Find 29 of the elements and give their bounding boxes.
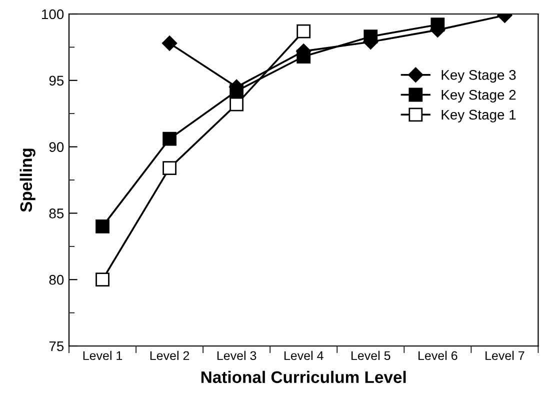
x-tick-label: Level 4 <box>284 350 324 360</box>
legend-label: Key Stage 1 <box>442 110 516 122</box>
point <box>162 161 176 175</box>
point <box>296 50 311 64</box>
y-tick-label: 90 <box>49 142 64 152</box>
point <box>430 18 445 32</box>
x-tick-label: Level 6 <box>418 350 458 360</box>
point <box>296 24 311 38</box>
x-tick-label: Level 1 <box>83 350 122 360</box>
point <box>162 132 176 146</box>
y-axis-title: Spelling <box>20 148 36 212</box>
point <box>364 30 378 44</box>
y-tick-label: 80 <box>49 274 64 285</box>
y-tick-label: 100 <box>42 9 64 20</box>
y-tick-label: 75 <box>49 341 64 352</box>
point <box>96 220 110 234</box>
x-tick-label: Level 5 <box>352 350 390 360</box>
legend-label: Key Stage 3 <box>442 70 516 83</box>
y-tick-label: 85 <box>49 208 64 218</box>
x-tick-label: Level 7 <box>486 350 524 360</box>
point <box>230 84 244 98</box>
point <box>162 36 178 51</box>
x-axis-title: National Curriculum Level <box>201 370 406 384</box>
point <box>230 97 244 112</box>
legend-label: Key Stage 2 <box>442 90 516 102</box>
point <box>96 272 110 287</box>
x-tick-label: Level 2 <box>150 350 190 360</box>
x-tick-label: Level 3 <box>217 350 256 360</box>
y-tick-label: 95 <box>49 76 64 86</box>
